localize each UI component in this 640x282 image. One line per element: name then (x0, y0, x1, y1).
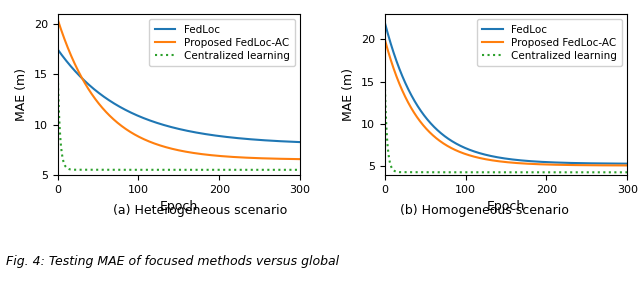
FedLoc (574, 161, 582, 165)
Centralized learning (220, 168, 228, 171)
X-axis label: Epoch: Epoch (159, 200, 198, 213)
Proposed FedLoc-AC (152, 142, 159, 146)
Line: Proposed FedLoc-AC: Proposed FedLoc-AC (58, 19, 300, 159)
Centralized learning (574, 171, 582, 174)
FedLoc (79, 77, 86, 80)
FedLoc (54, 48, 61, 51)
Centralized learning (152, 168, 159, 171)
Line: FedLoc: FedLoc (58, 49, 300, 142)
FedLoc (381, 21, 388, 24)
Centralized learning (79, 168, 86, 171)
Text: (a) Heterogeneous scenario: (a) Heterogeneous scenario (113, 204, 287, 217)
FedLoc (247, 138, 255, 141)
FedLoc (243, 137, 250, 141)
Proposed FedLoc-AC (161, 145, 168, 148)
Proposed FedLoc-AC (547, 163, 555, 166)
Proposed FedLoc-AC (406, 103, 413, 107)
Centralized learning (381, 82, 388, 85)
Line: Proposed FedLoc-AC: Proposed FedLoc-AC (385, 39, 627, 166)
FedLoc (570, 161, 578, 165)
Centralized learning (479, 171, 486, 174)
Proposed FedLoc-AC (479, 157, 486, 160)
Proposed FedLoc-AC (570, 163, 578, 167)
FedLoc (479, 152, 486, 156)
FedLoc (406, 90, 413, 94)
Y-axis label: MAE (m): MAE (m) (342, 68, 355, 121)
FedLoc (220, 135, 228, 138)
Proposed FedLoc-AC (243, 156, 250, 159)
Proposed FedLoc-AC (79, 77, 86, 80)
Centralized learning (296, 168, 304, 171)
Centralized learning (406, 171, 413, 174)
Proposed FedLoc-AC (381, 38, 388, 41)
Proposed FedLoc-AC (54, 17, 61, 21)
Proposed FedLoc-AC (488, 158, 495, 162)
Legend: FedLoc, Proposed FedLoc-AC, Centralized learning: FedLoc, Proposed FedLoc-AC, Centralized … (149, 19, 295, 66)
FedLoc (547, 161, 555, 164)
Proposed FedLoc-AC (623, 164, 631, 167)
X-axis label: Epoch: Epoch (487, 200, 525, 213)
Centralized learning (623, 171, 631, 174)
Text: (b) Homogeneous scenario: (b) Homogeneous scenario (401, 204, 569, 217)
Line: Centralized learning: Centralized learning (385, 83, 627, 172)
FedLoc (296, 140, 304, 144)
Centralized learning (547, 171, 555, 174)
Centralized learning (570, 171, 578, 174)
Text: Fig. 4: Testing MAE of focused methods versus global: Fig. 4: Testing MAE of focused methods v… (6, 255, 340, 268)
Centralized learning (54, 65, 61, 68)
FedLoc (161, 124, 168, 127)
Line: Centralized learning: Centralized learning (58, 66, 300, 170)
Centralized learning (243, 168, 250, 171)
Proposed FedLoc-AC (247, 156, 255, 160)
Legend: FedLoc, Proposed FedLoc-AC, Centralized learning: FedLoc, Proposed FedLoc-AC, Centralized … (477, 19, 622, 66)
Centralized learning (488, 171, 495, 174)
Centralized learning (161, 168, 168, 171)
Proposed FedLoc-AC (220, 155, 228, 158)
Proposed FedLoc-AC (574, 164, 582, 167)
Y-axis label: MAE (m): MAE (m) (15, 68, 28, 121)
FedLoc (488, 155, 495, 158)
FedLoc (623, 162, 631, 165)
Line: FedLoc: FedLoc (385, 23, 627, 164)
Centralized learning (247, 168, 255, 171)
FedLoc (152, 121, 159, 124)
Proposed FedLoc-AC (296, 157, 304, 161)
